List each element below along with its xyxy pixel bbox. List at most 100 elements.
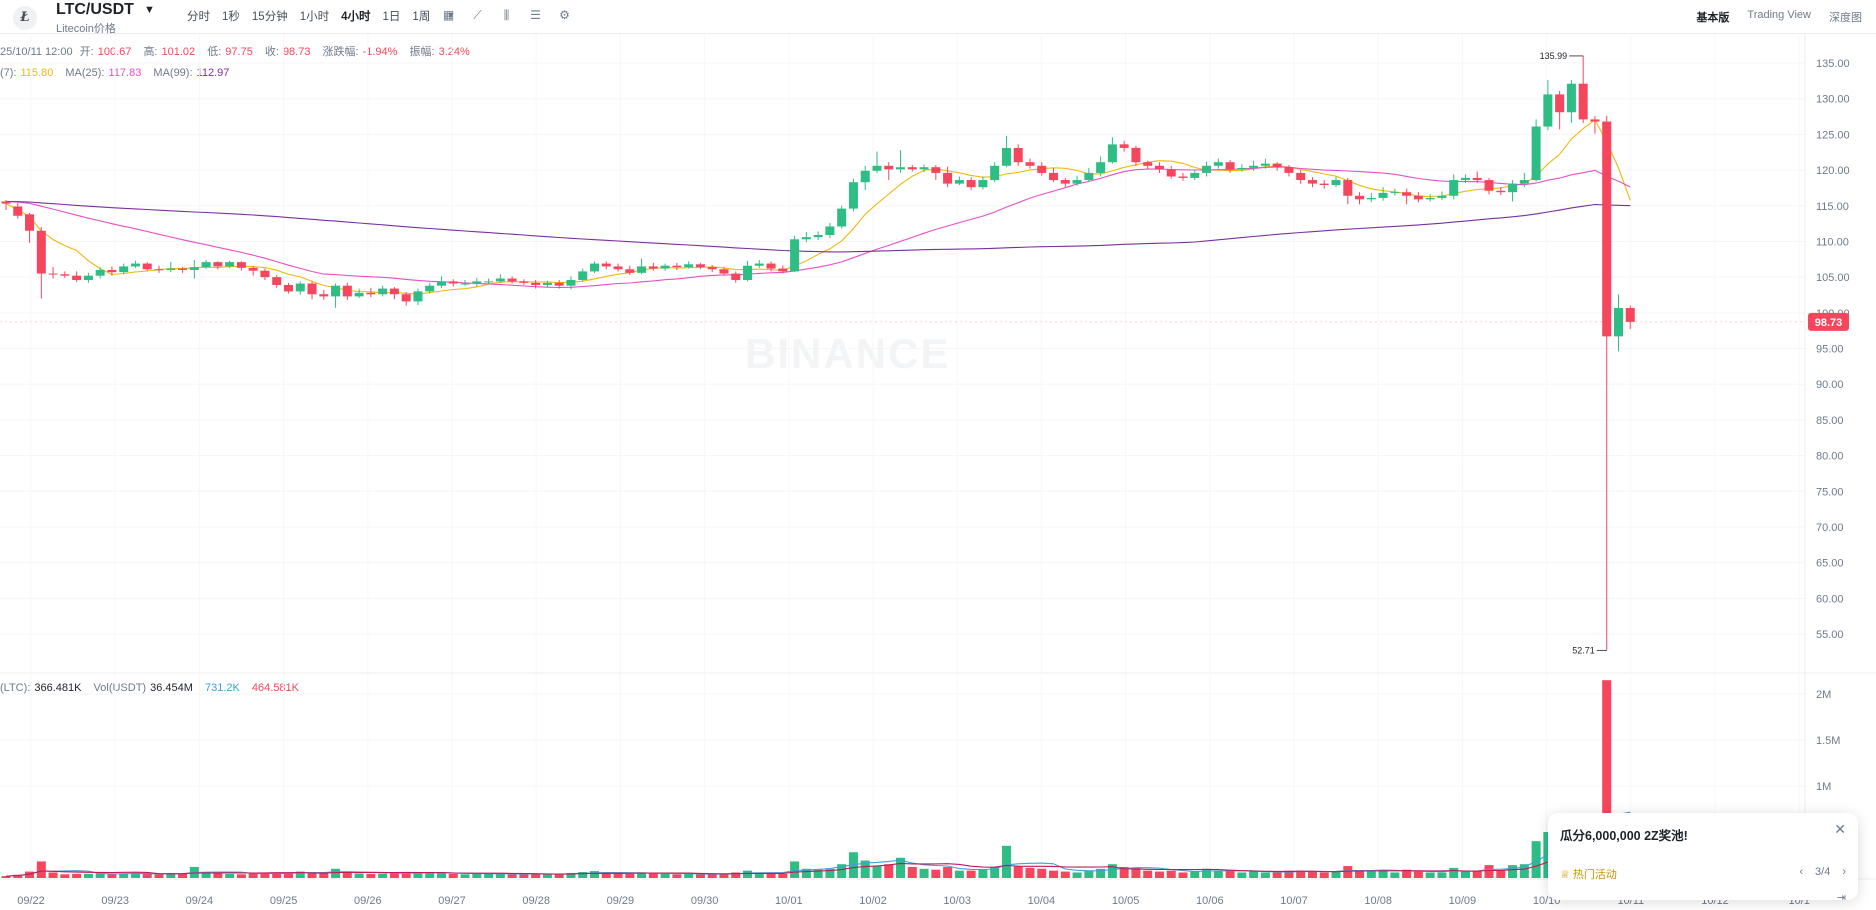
chevron-left-icon[interactable]: ‹ [1799, 866, 1804, 878]
candle-body [1072, 180, 1082, 184]
amplitude-value: 3.24% [438, 46, 470, 58]
ma7-label: (7): [0, 67, 17, 79]
view-basic[interactable]: 基本版 [1696, 12, 1730, 24]
candle-body [943, 172, 953, 184]
price-tick-label: 70.00 [1816, 522, 1844, 534]
interval-tab[interactable]: 分时 [187, 11, 210, 23]
price-tick-label: 75.00 [1816, 486, 1844, 498]
view-tradingview[interactable]: Trading View [1747, 9, 1811, 21]
volume-bar [907, 866, 917, 878]
candle-body [1060, 180, 1070, 184]
volume-bar [366, 873, 376, 878]
interval-tab[interactable]: 1日 [382, 11, 401, 23]
interval-tab[interactable]: 1秒 [222, 11, 240, 23]
grid-lines [0, 34, 1876, 900]
view-depth[interactable]: 深度图 [1829, 12, 1862, 24]
ma-info: (7): 115.80 MA(25): 117.83 MA(99): 112.97 [0, 67, 238, 79]
litecoin-logo-icon: Ł [13, 6, 37, 30]
line-chart-icon[interactable]: ⟋ [473, 8, 482, 22]
volume-bar [860, 860, 870, 878]
candle-body [236, 262, 246, 268]
candle-body [1484, 180, 1494, 191]
volume-bar [790, 861, 800, 878]
candle-body [378, 288, 388, 295]
volume-bar [484, 873, 494, 878]
interval-tab[interactable]: 1小时 [299, 11, 330, 23]
promo-link-text[interactable]: 热门活动 [1572, 869, 1617, 881]
volume-bar [1366, 871, 1376, 878]
volume-ma-lines [5, 811, 1631, 877]
pair-title[interactable]: LTC/USDT [56, 1, 134, 18]
candle-body [837, 208, 847, 227]
candle-body [1343, 180, 1353, 196]
price-tick-label: 105.00 [1816, 272, 1850, 284]
volume-bar [154, 874, 164, 878]
volume-bar [1107, 864, 1117, 878]
promo-link[interactable]: ♕ 热门活动 [1560, 869, 1617, 881]
volume-bar [1166, 870, 1176, 878]
volume-bar [272, 872, 282, 878]
gear-icon[interactable]: ⚙ [559, 8, 570, 22]
volume-bar [1, 876, 11, 878]
chart-toolbar: ▦ ⟋ ⫼ ☰ ⚙ [441, 8, 572, 23]
caret-down-icon[interactable]: ▼ [144, 4, 155, 16]
volume-bar [1049, 870, 1059, 878]
close-icon[interactable]: ✕ [1834, 821, 1846, 837]
price-tick-label: 60.00 [1816, 593, 1844, 605]
candle-body [778, 268, 788, 272]
candle-body [566, 279, 576, 286]
scroll-to-end-icon[interactable]: ⇥ [1836, 892, 1846, 904]
volume-bar [1154, 871, 1164, 878]
candle-body [884, 165, 894, 170]
volume-bar [401, 872, 411, 878]
candle-body [1402, 192, 1412, 196]
volume-bar [519, 873, 529, 878]
pair-subtitle[interactable]: Litecoin价格 [56, 23, 116, 35]
volume-bar [1472, 870, 1482, 878]
volume-bar [507, 874, 517, 878]
price-tick-label: 95.00 [1816, 344, 1844, 356]
volume-bar [707, 874, 717, 878]
candle-body [1049, 172, 1059, 181]
volume-bar [1296, 870, 1306, 878]
interval-tab[interactable]: 15分钟 [251, 11, 288, 23]
volume-bar [1484, 865, 1494, 878]
vol-ma1-value: 731.2K [204, 682, 240, 694]
promo-title[interactable]: 瓜分6,000,000 2Z奖池! [1560, 829, 1688, 843]
candle-type-icon[interactable]: ⫼ [503, 8, 510, 22]
volume-bar [1378, 870, 1388, 878]
volume-bar [1355, 870, 1365, 878]
ma25-label: MA(25): [65, 67, 105, 79]
candle-body [1555, 94, 1565, 113]
volume-bar [1331, 871, 1341, 878]
price-axis: 135.00 130.00 125.00 120.00 115.00 110.00 105.… [1816, 58, 1850, 641]
promo-popup[interactable]: 瓜分6,000,000 2Z奖池! ✕ ♕ 热门活动 ‹ 3/4 › [1548, 813, 1858, 900]
volume-bar [295, 871, 305, 878]
ma7-value: 115.80 [20, 67, 54, 79]
candle-body [625, 269, 635, 273]
volume-bar [1460, 871, 1470, 878]
interval-more-icon[interactable]: ▼ [446, 10, 456, 20]
candlestick-chart[interactable]: 135.00 130.00 125.00 120.00 115.00 110.00 105.… [0, 34, 1876, 910]
volume-bar [1602, 680, 1612, 878]
candle-body [1366, 197, 1376, 200]
chevron-right-icon[interactable]: › [1842, 866, 1846, 878]
candle-body [719, 269, 729, 274]
volume-bar [542, 874, 552, 878]
view-switcher: 基本版 Trading View 深度图 [1696, 9, 1862, 25]
candle-body [519, 281, 529, 283]
interval-tab[interactable]: 1周 [412, 11, 431, 23]
volume-bar [178, 873, 188, 878]
calendar-icon[interactable]: ▦ [442, 8, 455, 22]
candle-body [1602, 121, 1612, 337]
volume-bar [1225, 870, 1235, 878]
candle-body [1319, 183, 1329, 186]
open-value: 100.67 [97, 46, 132, 58]
candle-body [25, 214, 35, 231]
candle-body [648, 266, 658, 269]
interval-tab-active[interactable]: 4小时 [341, 11, 371, 23]
indicator-settings-icon[interactable]: ☰ [530, 8, 541, 22]
date-tick-label: 09/27 [438, 895, 466, 907]
volume-bar [825, 868, 835, 878]
candle-body [1531, 126, 1541, 181]
